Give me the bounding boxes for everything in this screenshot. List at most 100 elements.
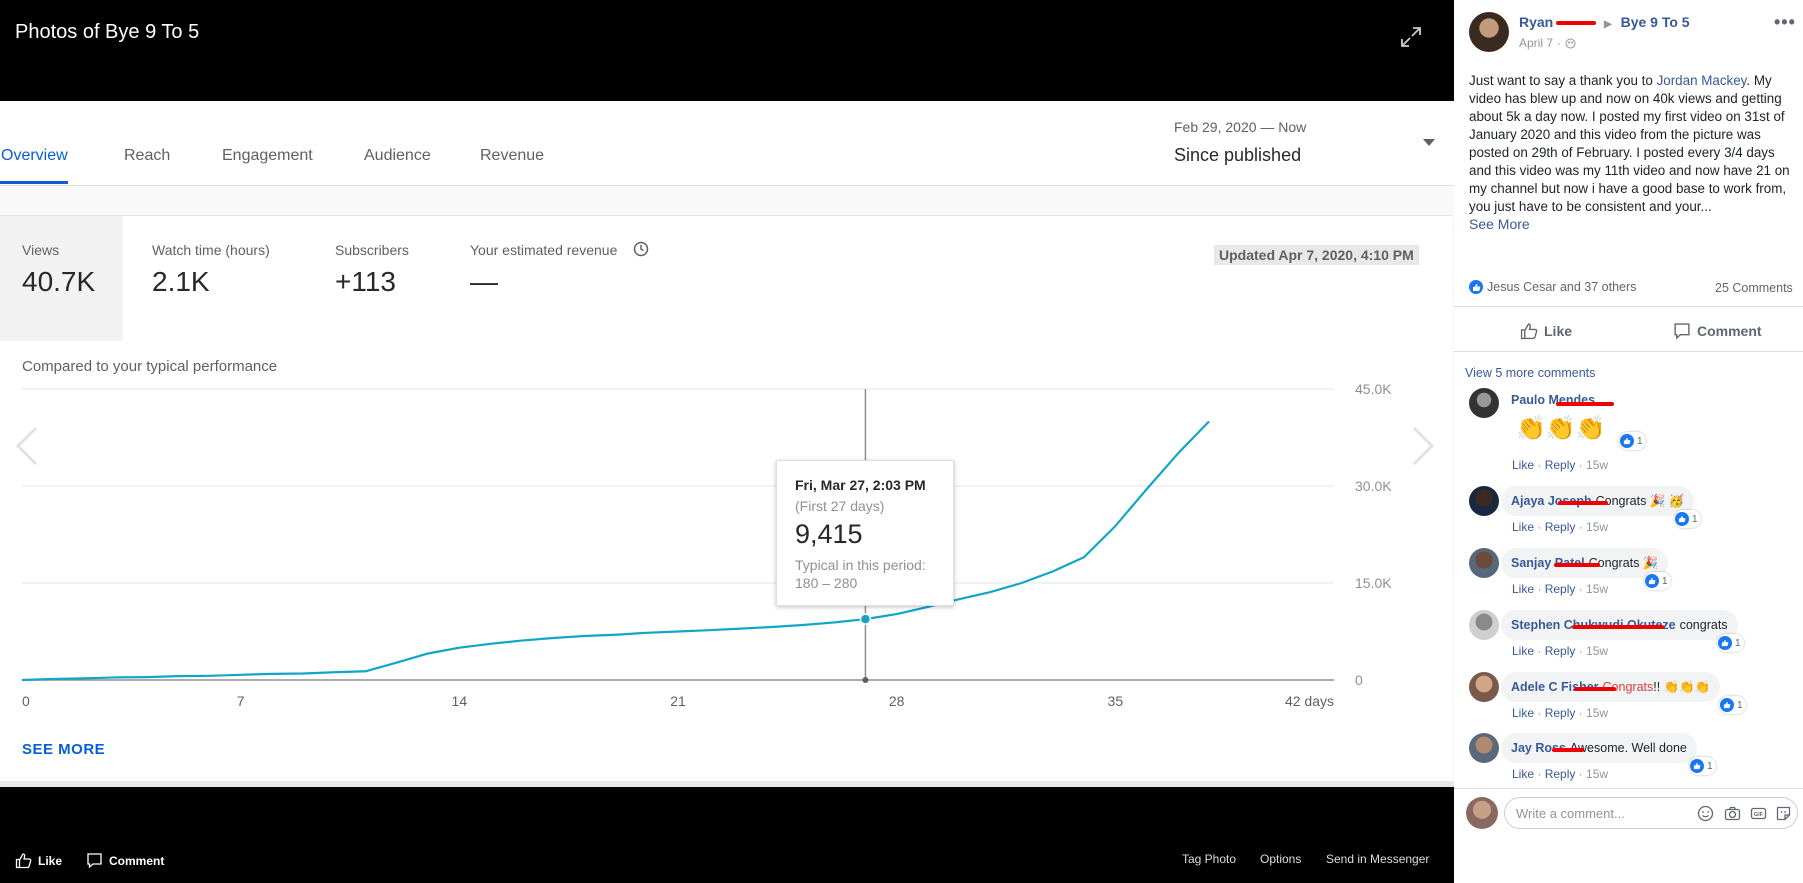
comment-meta: Like · Reply · 15w <box>1512 458 1609 472</box>
redaction-mark <box>1552 748 1584 752</box>
comment-like-count: 1 <box>1692 513 1698 525</box>
like-reaction-icon <box>1645 574 1659 588</box>
redaction-mark <box>1556 21 1596 25</box>
commenter-avatar[interactable] <box>1469 733 1499 763</box>
viewer-like-button[interactable]: Like <box>15 852 62 869</box>
comment-reply-link[interactable]: Reply <box>1544 767 1576 781</box>
write-comment-placeholder: Write a comment... <box>1516 806 1625 821</box>
comment-like-count: 1 <box>1707 760 1713 772</box>
reactions-text: Jesus Cesar and 37 others <box>1487 280 1637 294</box>
highlight-point <box>859 613 872 625</box>
comment-time[interactable]: 15w <box>1586 520 1609 534</box>
author-name[interactable]: Ryan <box>1519 14 1554 30</box>
x-tick-label: 7 <box>237 693 245 709</box>
expand-icon[interactable] <box>1400 26 1422 48</box>
y-tick-label: 45.0K <box>1355 381 1392 397</box>
comment-meta: Like · Reply · 15w <box>1512 644 1609 658</box>
group-name[interactable]: Bye 9 To 5 <box>1620 14 1690 30</box>
metric-value-subscribers[interactable]: +113 <box>335 266 396 297</box>
comment-time[interactable]: 15w <box>1586 458 1609 472</box>
post-date[interactable]: April 7 <box>1519 36 1554 50</box>
comment-reply-link[interactable]: Reply <box>1544 520 1576 534</box>
author-avatar[interactable] <box>1469 12 1509 52</box>
overview-card: Views 40.7K Watch time (hours) 2.1K Subs… <box>0 215 1452 785</box>
date-range-select[interactable]: Since published <box>1174 145 1302 165</box>
post-sidebar: Ryan ▶ Bye 9 To 5 April 7 · ••• Just wan… <box>1454 0 1803 883</box>
comment-like-link[interactable]: Like <box>1512 582 1535 596</box>
commenter-avatar[interactable] <box>1469 486 1499 516</box>
view-more-comments-link[interactable]: View 5 more comments <box>1465 366 1596 380</box>
comment-meta: Like · Reply · 15w <box>1512 520 1609 534</box>
comment-like-badge[interactable]: 1 <box>1644 572 1671 590</box>
views-line-chart: 0 15.0K 30.0K 45.0K 0 7 14 21 28 35 42 days <box>21 381 1392 709</box>
x-tick-label: 14 <box>452 693 468 709</box>
updated-timestamp: Updated Apr 7, 2020, 4:10 PM <box>1214 245 1419 265</box>
tab-audience[interactable]: Audience <box>364 147 431 164</box>
comment-like-link[interactable]: Like <box>1512 458 1535 472</box>
more-options-icon[interactable]: ••• <box>1774 12 1796 32</box>
see-more-button[interactable]: SEE MORE <box>22 741 106 758</box>
like-reaction-icon <box>1718 636 1732 650</box>
emoji-icon[interactable] <box>1697 805 1714 822</box>
like-reaction-icon <box>1675 512 1689 526</box>
metric-value-watch-time[interactable]: 2.1K <box>152 266 210 297</box>
caret-down-icon[interactable] <box>1423 139 1435 146</box>
redaction-mark <box>1572 625 1664 629</box>
previous-arrow-icon[interactable] <box>12 424 42 468</box>
commenter-avatar[interactable] <box>1469 610 1499 640</box>
post-author-line: Ryan ▶ Bye 9 To 5 <box>1519 14 1690 30</box>
comment-bubble: Jay Ross Awesome. Well done <box>1501 733 1697 763</box>
comment-like-badge[interactable]: 1 <box>1674 510 1701 528</box>
clapping-emoji: 👏👏👏 <box>1516 415 1606 442</box>
next-arrow-icon[interactable] <box>1408 424 1438 468</box>
metric-value-revenue[interactable]: — <box>470 266 498 297</box>
comment-like-badge[interactable]: 1 <box>1717 634 1744 652</box>
commenter-avatar[interactable] <box>1469 672 1499 702</box>
mentioned-user-link[interactable]: Jordan Mackey <box>1656 73 1747 88</box>
comment-like-badge[interactable]: 1 <box>1689 757 1716 775</box>
comment-reply-link[interactable]: Reply <box>1544 458 1576 472</box>
comment-like-link[interactable]: Like <box>1512 644 1535 658</box>
options-link[interactable]: Options <box>1260 852 1302 866</box>
reactions-summary[interactable]: Jesus Cesar and 37 others <box>1469 280 1636 294</box>
comment-text: Awesome. Well done <box>1569 741 1687 755</box>
comment-reply-link[interactable]: Reply <box>1544 644 1576 658</box>
sticker-icon[interactable] <box>1775 805 1792 822</box>
tab-engagement[interactable]: Engagement <box>222 147 313 164</box>
comment-like-badge[interactable]: 1 <box>1619 432 1646 450</box>
comments-count[interactable]: 25 Comments <box>1715 281 1793 295</box>
metric-label-views: Views <box>22 242 60 258</box>
tab-revenue[interactable]: Revenue <box>480 147 545 164</box>
comment-reply-link[interactable]: Reply <box>1544 582 1576 596</box>
viewer-comment-button[interactable]: Comment <box>86 852 164 869</box>
comment-meta: Like · Reply · 15w <box>1512 582 1609 596</box>
comment-time[interactable]: 15w <box>1586 706 1609 720</box>
comment-time[interactable]: 15w <box>1586 767 1609 781</box>
gif-icon[interactable]: GIF <box>1750 805 1767 822</box>
comment-like-badge[interactable]: 1 <box>1719 696 1746 714</box>
write-comment-input[interactable]: Write a comment... GIF <box>1504 797 1798 829</box>
comment-time[interactable]: 15w <box>1586 644 1609 658</box>
like-button[interactable]: Like <box>1520 322 1572 340</box>
metric-label-subscribers: Subscribers <box>335 242 409 258</box>
tab-reach[interactable]: Reach <box>124 147 171 164</box>
comment-like-link[interactable]: Like <box>1512 767 1535 781</box>
tag-photo-link[interactable]: Tag Photo <box>1182 852 1237 866</box>
camera-icon[interactable] <box>1724 805 1741 822</box>
comment-like-link[interactable]: Like <box>1512 520 1535 534</box>
comment-like-link[interactable]: Like <box>1512 706 1535 720</box>
comment-time[interactable]: 15w <box>1586 582 1609 596</box>
comment-button[interactable]: Comment <box>1673 322 1762 340</box>
divider <box>1454 306 1803 307</box>
comment-bubble: Paulo Mendes <box>1501 385 1609 415</box>
viewer-comment-label: Comment <box>109 853 165 868</box>
tab-overview[interactable]: Overview <box>1 147 68 164</box>
commenter-avatar[interactable] <box>1469 548 1499 578</box>
send-in-messenger-link[interactable]: Send in Messenger <box>1326 852 1430 866</box>
comment-reply-link[interactable]: Reply <box>1544 706 1576 720</box>
metric-views-selected[interactable] <box>0 216 123 341</box>
viewer-title: Photos of Bye 9 To 5 <box>15 21 200 43</box>
redaction-mark <box>1558 501 1608 505</box>
see-more-link[interactable]: See More <box>1469 216 1530 232</box>
commenter-avatar[interactable] <box>1469 388 1499 418</box>
